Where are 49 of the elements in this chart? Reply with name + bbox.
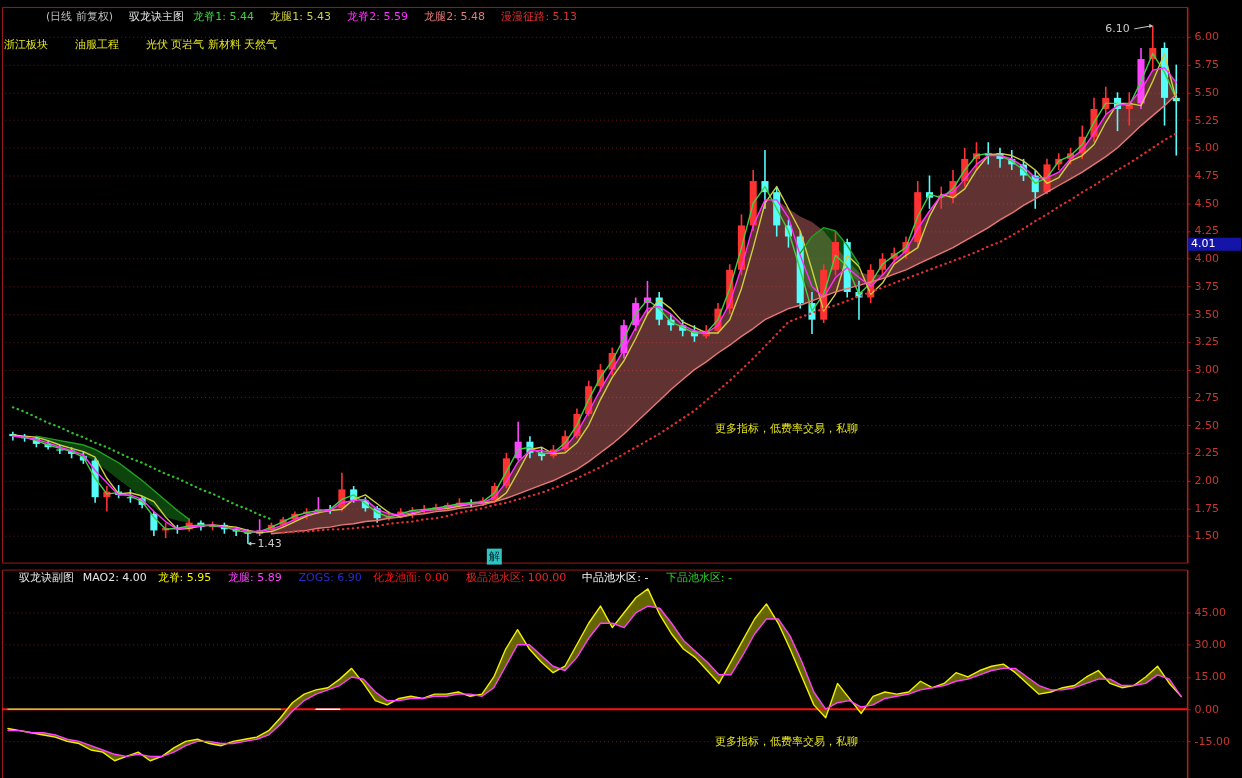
y-tick-label: 3.50 [1194, 307, 1220, 321]
y-tick-label: 4.50 [1194, 196, 1220, 210]
annotation: 驭龙诀主图 [129, 9, 185, 23]
y-tick-label: 5.50 [1194, 85, 1220, 99]
annotation: 浙江板块 [3, 37, 48, 51]
y-tick-label: 2.75 [1194, 390, 1220, 404]
annotation: 极品池水区: 100.00 [464, 570, 567, 584]
y-tick-label: 1.50 [1194, 529, 1220, 543]
annotation: 更多指标，低费率交易，私聊 [715, 735, 859, 749]
y-tick-label: 0.00 [1194, 702, 1220, 716]
y-tick-label: 4.25 [1194, 224, 1220, 238]
text: 龙脊1: 5.44 [193, 9, 254, 23]
annotation: (日线 前复权) [45, 9, 113, 23]
y-tick-label: -15.00 [1194, 734, 1230, 748]
annotation: 驭龙诀副图 [18, 570, 74, 584]
y-tick-label: 3.75 [1194, 279, 1220, 293]
text: 龙腿2: 5.48 [424, 9, 485, 23]
y-tick-label: 3.25 [1194, 335, 1220, 349]
y-tick-label: 15.00 [1194, 670, 1227, 684]
y-tick-label: 2.25 [1194, 446, 1220, 460]
text: 龙脊: 5.95 [157, 570, 212, 584]
text: 龙腿: 5.89 [228, 570, 282, 584]
y-tick-label: 4.75 [1194, 169, 1220, 182]
annotation: 6.10 [1105, 21, 1130, 35]
text: 漫漫征路: 5.13 [501, 9, 578, 23]
text: 龙腿1: 5.43 [270, 9, 331, 23]
ref-line-label: 化龙池面: 0.00 [373, 570, 449, 584]
annotation: 更多指标，低费率交易，私聊 [715, 421, 859, 435]
annotation: 油服工程 [74, 37, 119, 51]
text: 龙脊2: 5.59 [347, 9, 408, 23]
y-tick-label: 2.50 [1194, 418, 1220, 432]
y-tick-label: 3.00 [1194, 363, 1220, 377]
annotation: 下品池水区: - [665, 570, 732, 584]
y-tick-label: 5.75 [1194, 58, 1220, 72]
annotation: 1.43 [257, 536, 282, 550]
annotation: 中品池水区: - [582, 570, 649, 584]
y-tick-label: 1.75 [1194, 501, 1220, 515]
y-tick-label: 45.00 [1194, 606, 1227, 620]
y-tick-label: 4.00 [1194, 252, 1220, 266]
y-tick-label: 5.25 [1194, 113, 1220, 127]
y-tick-label: 5.00 [1194, 141, 1220, 155]
annotation: 光伏 页岩气 新材料 天然气 [145, 37, 278, 51]
annotation: MAO2: 4.00 [82, 570, 147, 584]
y-tick-label: 2.00 [1194, 474, 1220, 487]
annotation: ZOGS: 6.90 [298, 570, 362, 584]
y-tick-label: 30.00 [1194, 638, 1227, 652]
y-tick-label: 6.00 [1194, 30, 1220, 44]
text: 4.01 [1191, 237, 1216, 251]
annotation: 解 [488, 549, 500, 563]
